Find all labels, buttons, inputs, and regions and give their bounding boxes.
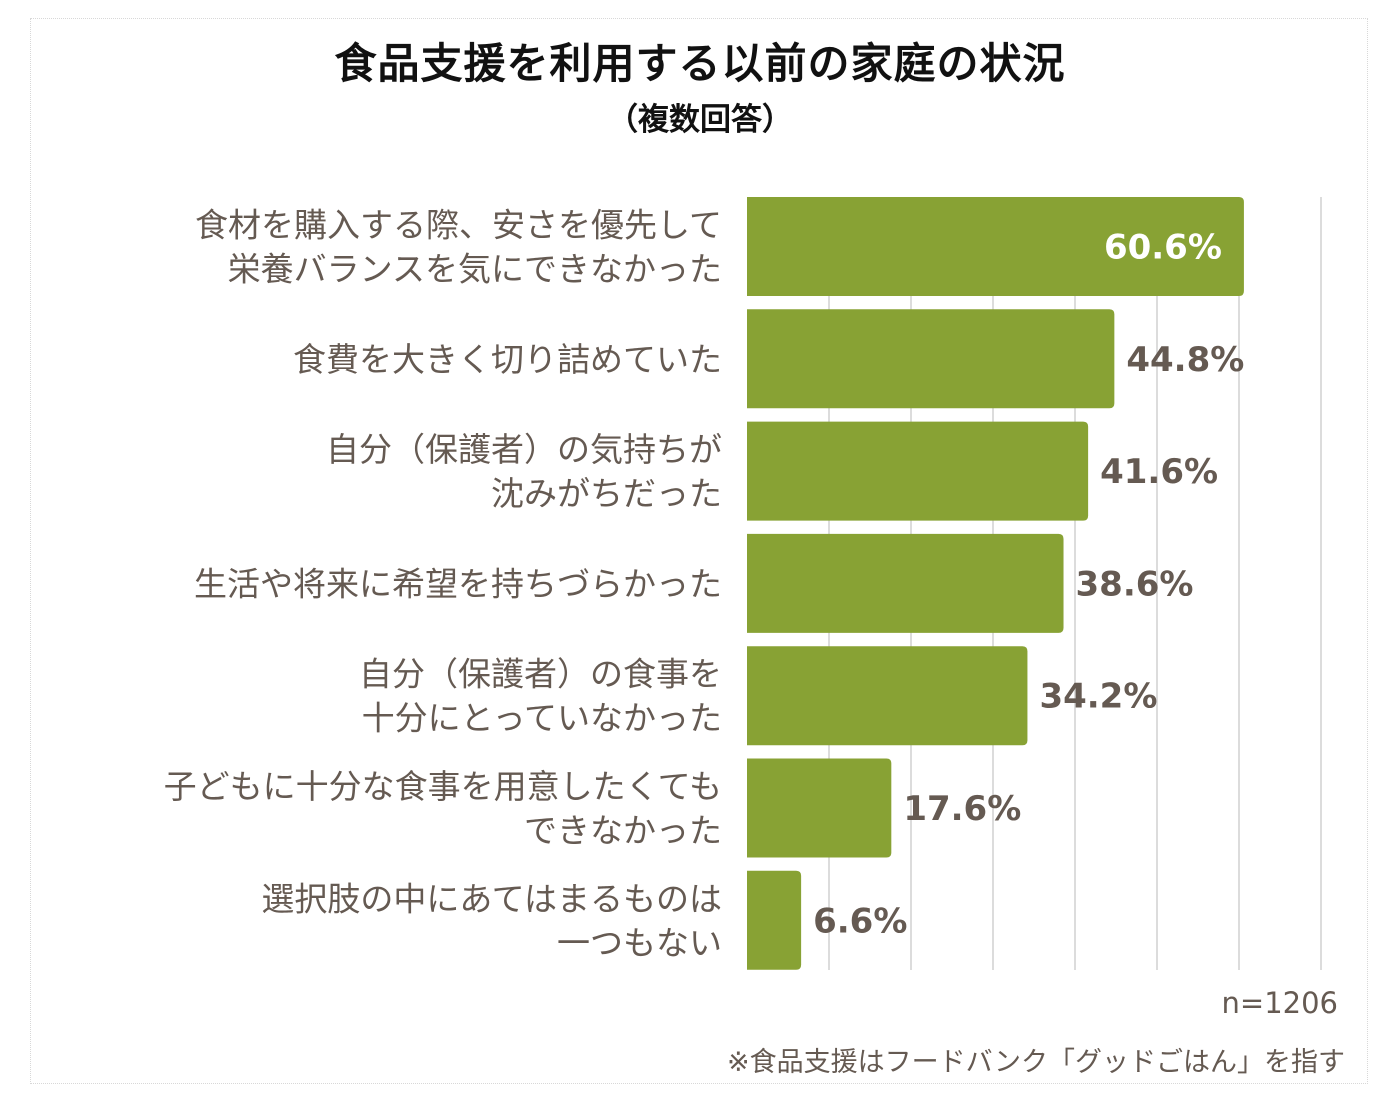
bar: [747, 197, 1244, 296]
chart-frame: [30, 18, 1368, 1084]
bar: [747, 758, 892, 858]
chart-subtitle: （複数回答）: [607, 102, 793, 138]
category-label: 生活や将来に希望を持ちづらかった: [194, 564, 722, 603]
chart-title: 食品支援を利用する以前の家庭の状況: [334, 39, 1066, 88]
category-label: 一つもない: [557, 923, 722, 962]
bar: [747, 646, 1028, 746]
bar: [747, 309, 1115, 409]
footnote: ※食品支援はフードバンク「グッドごはん」を指す: [727, 1047, 1345, 1078]
category-label: 十分にとっていなかった: [362, 699, 722, 738]
data-label: 34.2%: [1039, 677, 1157, 717]
data-label: 17.6%: [903, 789, 1021, 829]
data-label: 41.6%: [1100, 452, 1218, 492]
category-label: 食材を購入する際、安さを優先して: [195, 206, 722, 245]
data-label: 6.6%: [813, 901, 907, 941]
category-label: 選択肢の中にあてはまるものは: [261, 879, 722, 918]
sample-size: n=1206: [1221, 986, 1338, 1020]
category-label: 食費を大きく切り詰めていた: [293, 340, 722, 379]
category-label: 栄養バランスを気にできなかった: [228, 250, 722, 289]
category-label: 自分（保護者）の食事を: [359, 655, 722, 694]
data-label: 44.8%: [1126, 340, 1244, 380]
data-label: 60.6%: [1104, 228, 1222, 268]
category-label: 沈みがちだった: [491, 474, 722, 513]
category-label: 子どもに十分な食事を用意したくても: [164, 767, 722, 806]
category-label: 自分（保護者）の気持ちが: [326, 430, 722, 469]
bar: [747, 421, 1089, 521]
bar: [747, 533, 1064, 633]
category-label: できなかった: [524, 811, 722, 850]
data-label: 38.6%: [1076, 564, 1194, 604]
bar: [747, 870, 802, 970]
